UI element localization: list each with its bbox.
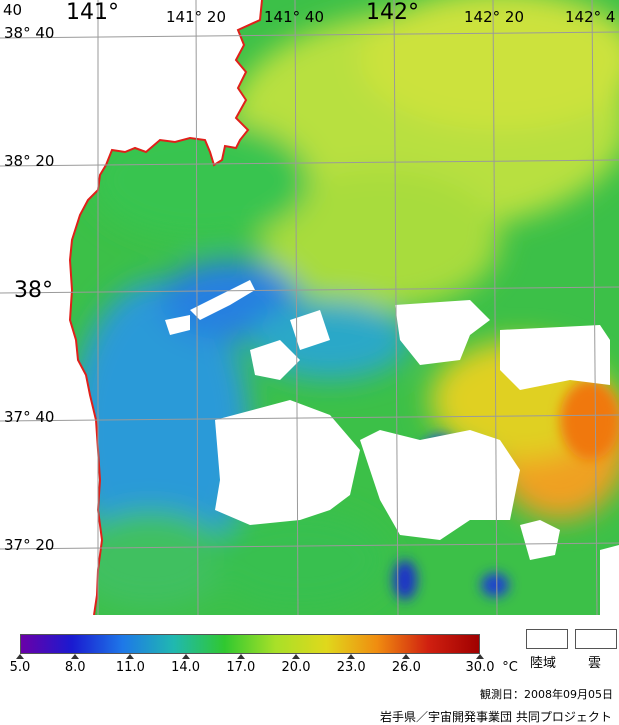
cloud-label: 雲 — [588, 656, 602, 671]
lon-label-141: 141° — [66, 0, 119, 25]
scale-tick-mark — [236, 654, 245, 659]
scale-tick-mark — [476, 654, 484, 659]
scale-tick-label: 26.0 — [391, 660, 421, 675]
lat-label-37-20: 37° 20 — [4, 536, 55, 554]
cloud-areas — [165, 280, 619, 615]
coastline — [68, 0, 263, 615]
sst-map-canvas — [0, 0, 619, 615]
cloud-swatch — [575, 629, 617, 649]
lat-label-37-40: 37° 40 — [4, 408, 55, 426]
lon-label-142-20: 142° 20 — [464, 8, 524, 26]
scale-tick-label: 30.0 — [465, 660, 495, 675]
scale-tick-label: 20.0 — [281, 660, 311, 675]
scale-tick-label: 8.0 — [64, 660, 86, 675]
scale-tick-mark — [16, 654, 24, 659]
scale-tick-mark — [292, 654, 300, 659]
scale-unit: °C — [502, 660, 518, 675]
lat-label-38-20: 38° 20 — [4, 152, 55, 170]
scale-tick-label: 17.0 — [226, 660, 256, 675]
credit-line: 岩手県／宇宙開発事業団 共同プロジェクト — [380, 710, 612, 724]
graticule — [0, 0, 619, 615]
land-area — [0, 0, 262, 615]
land-swatch — [526, 629, 568, 649]
scale-tick-mark — [402, 654, 411, 659]
sst-map: 40 141° 141° 20 141° 40 142° 142° 20 142… — [0, 0, 619, 615]
land-label: 陸域 — [530, 656, 557, 671]
scale-tick-mark — [347, 654, 356, 659]
scale-tick-mark — [181, 654, 190, 659]
scale-tick-mark — [71, 654, 80, 659]
temperature-color-scale — [20, 634, 480, 654]
scale-tick-label: 14.0 — [171, 660, 201, 675]
observation-date: 観測日：2008年09月05日 — [480, 688, 613, 701]
scale-tick-label: 23.0 — [336, 660, 366, 675]
scale-tick-label: 5.0 — [9, 660, 31, 675]
lat-label-38-40: 38° 40 — [4, 24, 55, 42]
lon-label-142: 142° — [366, 0, 419, 25]
lon-label-141-20: 141° 20 — [166, 8, 226, 26]
scale-tick-label: 11.0 — [115, 660, 145, 675]
lat-label-38: 38° — [14, 278, 53, 303]
scale-tick-mark — [126, 654, 135, 659]
lon-label-141-40: 141° 40 — [264, 8, 324, 26]
corner-label: 40 — [3, 1, 23, 19]
lon-label-142-40: 142° 4 — [565, 8, 616, 26]
